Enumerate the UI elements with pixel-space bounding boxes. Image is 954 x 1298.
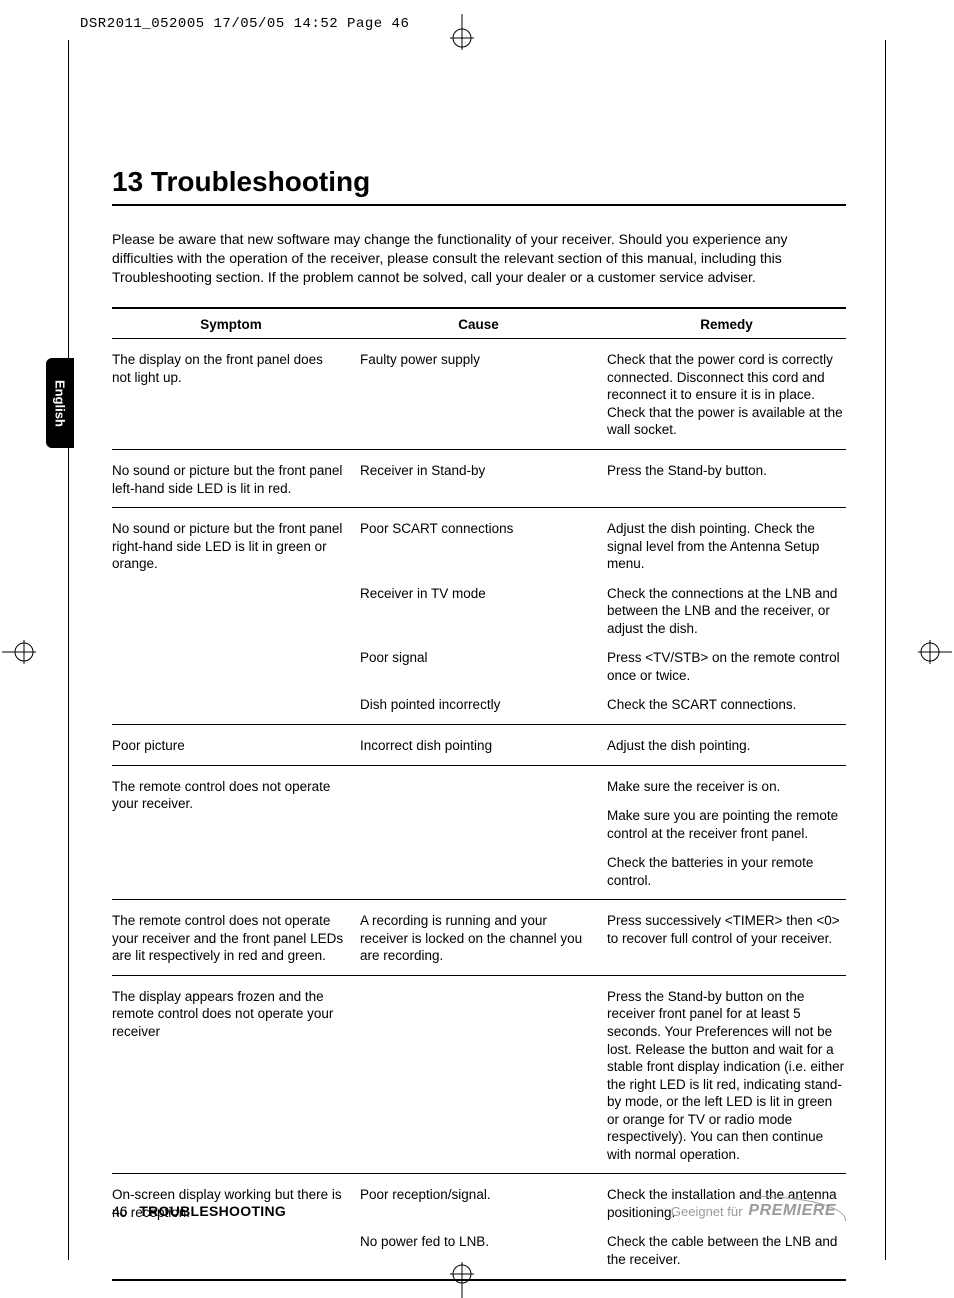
cause-remedy-group: Make sure the receiver is on. Make sure y… — [360, 778, 846, 890]
table-row: The display on the front panel does not … — [112, 339, 846, 450]
remedy-cell: Check that the power cord is correctly c… — [607, 351, 846, 439]
table-rule-bottom — [112, 1279, 846, 1281]
remedy-cell: Check the cable between the LNB and the … — [607, 1233, 846, 1268]
cause-cell — [360, 854, 607, 889]
cause-remedy-group: Poor SCART connectionsAdjust the dish po… — [360, 520, 846, 714]
table-row: On-screen display working but there is n… — [112, 1174, 846, 1279]
title-underline — [112, 204, 846, 206]
cause-remedy-pair: Receiver in TV modeCheck the connections… — [360, 585, 846, 638]
cause-remedy-pair: No power fed to LNB.Check the cable betw… — [360, 1233, 846, 1268]
table-row: The remote control does not operate your… — [112, 900, 846, 976]
cause-cell: No power fed to LNB. — [360, 1233, 607, 1268]
remedy-cell: Adjust the dish pointing. Check the sign… — [607, 520, 846, 573]
cause-remedy-pair: Poor SCART connectionsAdjust the dish po… — [360, 520, 846, 573]
print-job-header: DSR2011_052005 17/05/05 14:52 Page 46 — [80, 16, 409, 32]
registration-mark-left — [2, 632, 42, 672]
symptom-cell: The remote control does not operate your… — [112, 912, 360, 965]
cause-remedy-group: A recording is running and your receiver… — [360, 912, 846, 965]
symptom-cell: No sound or picture but the front panel … — [112, 520, 360, 714]
page-content: 13 Troubleshooting Please be aware that … — [112, 166, 846, 1281]
remedy-cell: Press successively <TIMER> then <0> to r… — [607, 912, 846, 965]
cause-cell: Poor signal — [360, 649, 607, 684]
cause-cell — [360, 807, 607, 842]
footer-geeignet-label: Geeignet für — [671, 1204, 743, 1219]
table-row: No sound or picture but the front panel … — [112, 450, 846, 508]
table-row: No sound or picture but the front panel … — [112, 508, 846, 725]
footer-right: Geeignet für PREMIERE — [671, 1202, 846, 1220]
cause-remedy-group: Poor reception/signal.Check the installa… — [360, 1186, 846, 1268]
premiere-logo: PREMIERE — [748, 1202, 846, 1220]
cause-cell: Receiver in Stand-by — [360, 462, 607, 480]
registration-mark-right — [912, 632, 952, 672]
header-cause: Cause — [360, 316, 607, 334]
cause-remedy-pair: Incorrect dish pointingAdjust the dish p… — [360, 737, 846, 755]
cause-remedy-pair: A recording is running and your receiver… — [360, 912, 846, 965]
cause-cell: A recording is running and your receiver… — [360, 912, 607, 965]
remedy-cell: Make sure the receiver is on. — [607, 778, 846, 796]
cause-remedy-pair: Faulty power supplyCheck that the power … — [360, 351, 846, 439]
cause-cell: Receiver in TV mode — [360, 585, 607, 638]
cause-cell: Poor SCART connections — [360, 520, 607, 573]
page-number: 46 — [112, 1203, 128, 1219]
cause-remedy-group: Receiver in Stand-byPress the Stand-by b… — [360, 462, 846, 497]
cause-remedy-pair: Receiver in Stand-byPress the Stand-by b… — [360, 462, 846, 480]
symptom-cell: The display on the front panel does not … — [112, 351, 360, 439]
cause-cell: Faulty power supply — [360, 351, 607, 439]
remedy-cell: Make sure you are pointing the remote co… — [607, 807, 846, 842]
remedy-cell: Press the Stand-by button on the receive… — [607, 988, 846, 1163]
language-tab: English — [46, 358, 74, 448]
table-header-row: Symptom Cause Remedy — [112, 309, 846, 339]
cause-cell: Incorrect dish pointing — [360, 737, 607, 755]
cause-remedy-group: Press the Stand-by button on the receive… — [360, 988, 846, 1163]
symptom-cell: The remote control does not operate your… — [112, 778, 360, 890]
cause-cell — [360, 988, 607, 1163]
cause-remedy-group: Incorrect dish pointingAdjust the dish p… — [360, 737, 846, 755]
cause-remedy-pair: Make sure the receiver is on. — [360, 778, 846, 796]
cause-remedy-pair: Dish pointed incorrectlyCheck the SCART … — [360, 696, 846, 714]
remedy-cell: Check the connections at the LNB and bet… — [607, 585, 846, 638]
remedy-cell: Check the SCART connections. — [607, 696, 846, 714]
symptom-cell: No sound or picture but the front panel … — [112, 462, 360, 497]
table-row: The display appears frozen and the remot… — [112, 976, 846, 1174]
symptom-cell: The display appears frozen and the remot… — [112, 988, 360, 1163]
cause-cell — [360, 778, 607, 796]
remedy-cell: Press the Stand-by button. — [607, 462, 846, 480]
cause-remedy-group: Faulty power supplyCheck that the power … — [360, 351, 846, 439]
table-row: The remote control does not operate your… — [112, 766, 846, 901]
symptom-cell: On-screen display working but there is n… — [112, 1186, 360, 1268]
header-symptom: Symptom — [112, 316, 360, 334]
cause-remedy-pair: Check the batteries in your remote contr… — [360, 854, 846, 889]
intro-paragraph: Please be aware that new software may ch… — [112, 230, 846, 287]
troubleshooting-table: Symptom Cause Remedy The display on the … — [112, 307, 846, 1281]
remedy-cell: Press <TV/STB> on the remote control onc… — [607, 649, 846, 684]
cause-remedy-pair: Press the Stand-by button on the receive… — [360, 988, 846, 1163]
cause-remedy-pair: Make sure you are pointing the remote co… — [360, 807, 846, 842]
page-footer: 46 TROUBLESHOOTING Geeignet für PREMIERE — [112, 1202, 846, 1220]
cause-cell: Dish pointed incorrectly — [360, 696, 607, 714]
table-row: Poor pictureIncorrect dish pointingAdjus… — [112, 725, 846, 766]
cause-remedy-pair: Poor signalPress <TV/STB> on the remote … — [360, 649, 846, 684]
language-tab-label: English — [53, 380, 68, 427]
footer-section-title: TROUBLESHOOTING — [139, 1203, 286, 1219]
footer-left: 46 TROUBLESHOOTING — [112, 1203, 286, 1219]
remedy-cell: Check the batteries in your remote contr… — [607, 854, 846, 889]
chapter-title: 13 Troubleshooting — [112, 166, 846, 198]
symptom-cell: Poor picture — [112, 737, 360, 755]
header-remedy: Remedy — [607, 316, 846, 334]
remedy-cell: Adjust the dish pointing. — [607, 737, 846, 755]
